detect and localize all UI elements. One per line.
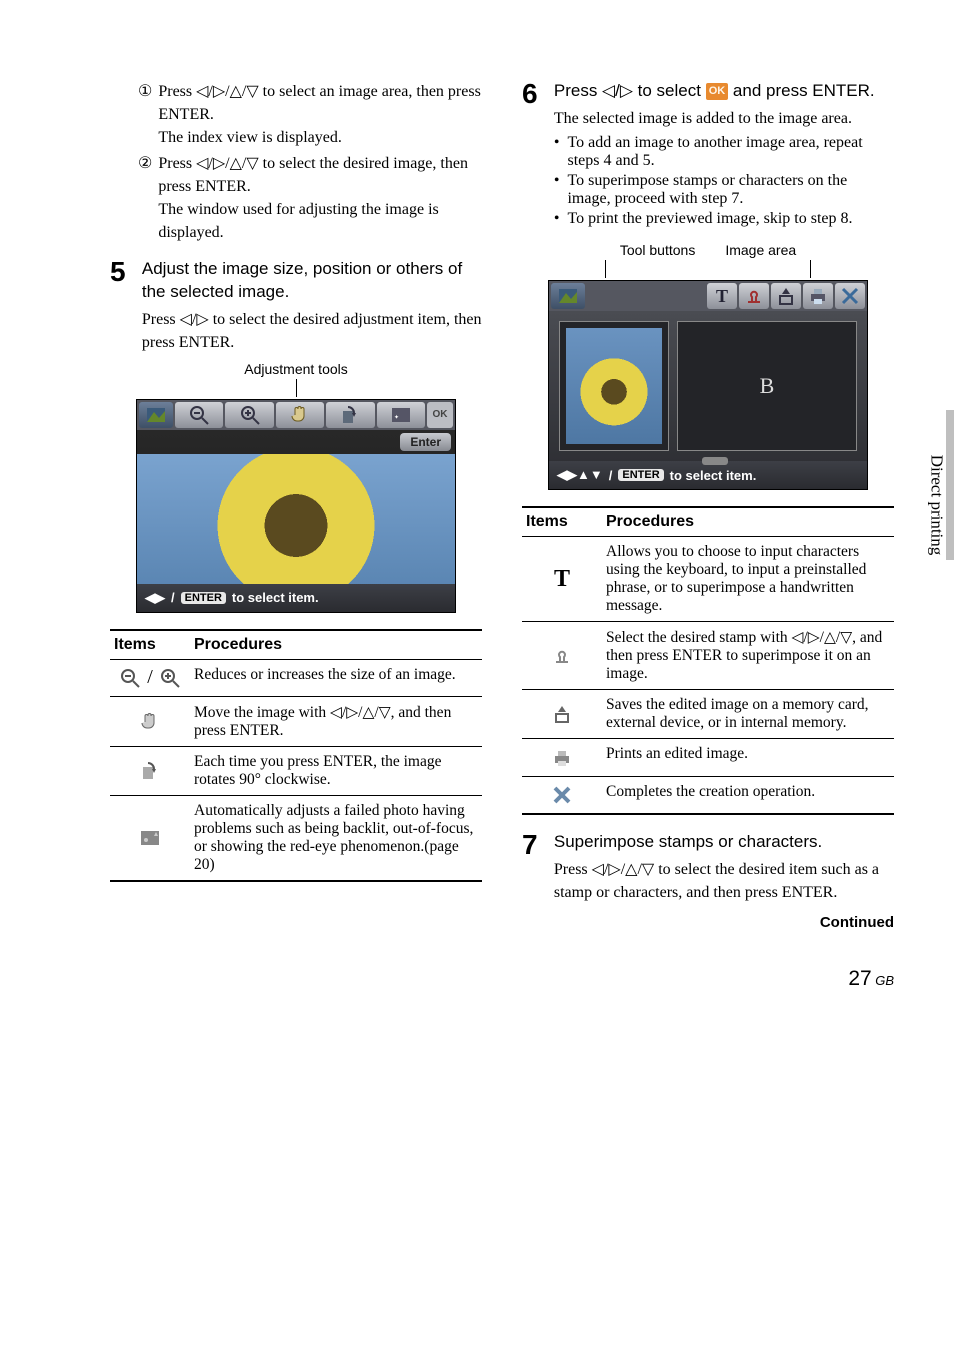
rotate-icon xyxy=(326,402,374,428)
page-number: 27 xyxy=(848,967,871,990)
th-procedures: Procedures xyxy=(190,630,482,660)
zoom-in-icon xyxy=(225,402,273,428)
row-text: Allows you to choose to input characters… xyxy=(602,537,894,622)
save-tool-icon xyxy=(771,283,801,309)
step-6-number: 6 xyxy=(522,80,550,108)
step-7-number: 7 xyxy=(522,831,550,859)
footer-arrows: ◀▶ xyxy=(145,590,165,606)
table-row: / Reduces or increases the size of an im… xyxy=(110,659,482,696)
lcd-screenshot-right: T xyxy=(548,280,868,490)
substep-2: ② Press ◁/▷/△/▽ to select the desired im… xyxy=(138,152,482,245)
thumb-tool-icon xyxy=(139,402,173,428)
autofix-icon: ✦ xyxy=(377,402,425,428)
image-slot-empty: B xyxy=(677,321,857,451)
hand-icon xyxy=(276,402,324,428)
continued-label: Continued xyxy=(522,914,894,931)
row-text: Move the image with ◁/▷/△/▽, and then pr… xyxy=(190,696,482,746)
slash: / xyxy=(171,590,175,605)
leader-b xyxy=(810,260,811,278)
substep-1-line2: The index view is displayed. xyxy=(158,129,342,146)
step-6-body: The selected image is added to the image… xyxy=(554,107,894,130)
side-tab: Direct printing xyxy=(918,380,954,630)
image-slot-filled xyxy=(559,321,669,451)
right-items-table: Items Procedures T Allows you to choose … xyxy=(522,506,894,815)
zoom-icons: / xyxy=(110,659,190,696)
substep-1: ① Press ◁/▷/△/▽ to select an image area,… xyxy=(138,80,482,150)
substep-1-line1: Press ◁/▷/△/▽ to select an image area, t… xyxy=(158,83,480,123)
footer-text: to select item. xyxy=(670,468,757,483)
step-5-number: 5 xyxy=(110,258,138,286)
rotate-icon-cell xyxy=(110,746,190,795)
table-row: Move the image with ◁/▷/△/▽, and then pr… xyxy=(110,696,482,746)
table-row: T Allows you to choose to input characte… xyxy=(522,537,894,622)
row-text: Automatically adjusts a failed photo hav… xyxy=(190,795,482,881)
slash: / xyxy=(609,468,613,483)
text-icon-cell: T xyxy=(522,537,602,622)
thumb-tool-icon xyxy=(551,283,585,309)
step-6-title: Press ◁/▷ to select OK and press ENTER. xyxy=(554,80,894,103)
row-text: Reduces or increases the size of an imag… xyxy=(190,659,482,696)
bullet-item: •To print the previewed image, skip to s… xyxy=(554,210,894,228)
side-tab-label: Direct printing xyxy=(926,455,946,556)
print-tool-icon xyxy=(803,283,833,309)
svg-text:✦: ✦ xyxy=(394,414,399,421)
autofix-icon-cell xyxy=(110,795,190,881)
lcd-screenshot-left: ✦ OK Enter ◀▶ / ENTER to select item. xyxy=(136,399,456,613)
circled-2: ② xyxy=(138,152,152,245)
ok-badge-icon: OK xyxy=(706,83,729,100)
leader-a xyxy=(605,260,606,278)
zoom-out-icon xyxy=(175,402,223,428)
adjustment-tools-caption: Adjustment tools xyxy=(136,361,456,377)
step-5-title: Adjust the image size, position or other… xyxy=(142,258,482,304)
bullet-item: •To superimpose stamps or characters on … xyxy=(554,172,894,208)
row-text: Each time you press ENTER, the image rot… xyxy=(190,746,482,795)
close-tool-icon xyxy=(835,283,865,309)
substep-2-line1: Press ◁/▷/△/▽ to select the desired imag… xyxy=(158,155,468,195)
circled-1: ① xyxy=(138,80,152,150)
bullet-item: •To add an image to another image area, … xyxy=(554,134,894,170)
row-text: Select the desired stamp with ◁/▷/△/▽, a… xyxy=(602,622,894,690)
step-7-body: Press ◁/▷/△/▽ to select the desired item… xyxy=(554,858,894,904)
footer-text: to select item. xyxy=(232,590,319,605)
preview-image xyxy=(137,454,455,584)
ok-button: OK xyxy=(427,402,453,428)
step-5-body: Press ◁/▷ to select the desired adjustme… xyxy=(142,308,482,354)
left-items-table: Items Procedures / Reduces or increases … xyxy=(110,629,482,882)
save-icon-cell xyxy=(522,690,602,739)
table-row: Each time you press ENTER, the image rot… xyxy=(110,746,482,795)
page-footer: 27 GB xyxy=(110,967,894,991)
print-icon-cell xyxy=(522,739,602,776)
scroll-thumb-icon xyxy=(702,457,728,465)
stamp-tool-icon xyxy=(739,283,769,309)
step-7-title: Superimpose stamps or characters. xyxy=(554,831,894,854)
stamp-icon-cell xyxy=(522,622,602,690)
table-row: Select the desired stamp with ◁/▷/△/▽, a… xyxy=(522,622,894,690)
th-items: Items xyxy=(522,507,602,537)
th-items: Items xyxy=(110,630,190,660)
table-row: Automatically adjusts a failed photo hav… xyxy=(110,795,482,881)
text-tool-icon: T xyxy=(707,283,737,309)
enter-pill: Enter xyxy=(400,433,451,451)
table-row: Completes the creation operation. xyxy=(522,776,894,814)
footer-enter-key: ENTER xyxy=(618,469,663,481)
image-area-caption: Image area xyxy=(725,242,796,258)
th-procedures: Procedures xyxy=(602,507,894,537)
close-icon-cell xyxy=(522,776,602,814)
caption-leader xyxy=(296,379,297,397)
hand-icon-cell xyxy=(110,696,190,746)
table-row: Saves the edited image on a memory card,… xyxy=(522,690,894,739)
footer-arrows: ◀▶▲▼ xyxy=(557,467,603,483)
row-text: Prints an edited image. xyxy=(602,739,894,776)
row-text: Completes the creation operation. xyxy=(602,776,894,814)
substep-2-line2: The window used for adjusting the image … xyxy=(158,201,438,241)
page-region: GB xyxy=(875,973,894,988)
footer-enter-key: ENTER xyxy=(181,592,226,604)
table-row: Prints an edited image. xyxy=(522,739,894,776)
row-text: Saves the edited image on a memory card,… xyxy=(602,690,894,739)
tool-buttons-caption: Tool buttons xyxy=(620,242,696,258)
